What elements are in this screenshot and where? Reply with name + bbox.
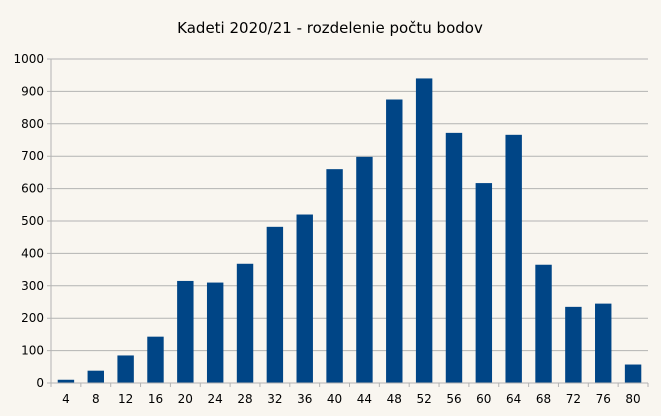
x-tick-label: 60 [476,392,491,406]
bar [177,280,194,383]
y-tick-label: 0 [36,376,44,390]
x-tick-label: 72 [566,392,581,406]
bar [475,183,493,383]
x-tick-label: 32 [267,392,282,406]
x-tick-label: 4 [62,392,70,406]
x-tick-label: 16 [148,392,163,406]
bar [595,303,612,383]
x-tick-label: 12 [118,392,133,406]
x-tick-label: 56 [446,392,461,406]
bar [236,263,254,383]
bar [505,134,522,383]
y-tick-label: 700 [21,149,44,163]
y-tick-label: 900 [21,84,44,98]
bar [117,355,134,383]
bar [266,226,284,383]
x-tick-label: 24 [208,392,223,406]
x-tick-label: 80 [625,392,640,406]
bar [356,156,373,383]
y-tick-label: 500 [21,214,44,228]
x-tick-label: 8 [92,392,100,406]
x-tick-label: 76 [596,392,611,406]
bar [296,214,313,383]
bar [445,132,463,383]
x-tick-label: 28 [237,392,252,406]
y-tick-label: 800 [21,117,44,131]
bar [565,306,582,383]
bar [326,169,343,383]
x-tick-label: 48 [387,392,402,406]
axes [50,59,648,384]
y-tick-label: 400 [21,246,44,260]
y-tick-label: 200 [21,311,44,325]
x-tick-label: 52 [416,392,431,406]
x-tick-label: 40 [327,392,342,406]
bar [206,282,224,383]
x-tick-label: 64 [506,392,521,406]
x-tick-label: 20 [178,392,193,406]
bars [57,78,642,383]
chart-title: Kadeti 2020/21 - rozdelenie počtu bodov [177,19,483,37]
bar [624,364,642,383]
bar [147,336,164,383]
x-tick-label: 44 [357,392,372,406]
y-tick-label: 600 [21,182,44,196]
y-tick-label: 300 [21,279,44,293]
bar [87,370,104,383]
bar [415,78,433,383]
x-axis-ticks: 4 8 12 16 20 24 28 32 36 40 44 48 52 56 60 64 68 72 76 80 [50,383,649,406]
y-axis-ticks: 0 100 200 300 400 500 600 700 800 900 1000 [13,52,44,390]
x-tick-label: 68 [536,392,551,406]
bar [535,264,552,383]
bar [386,99,403,383]
bar [57,379,75,383]
y-tick-label: 1000 [13,52,44,66]
y-grid [47,58,648,384]
y-tick-label: 100 [21,344,44,358]
x-tick-label: 36 [297,392,312,406]
